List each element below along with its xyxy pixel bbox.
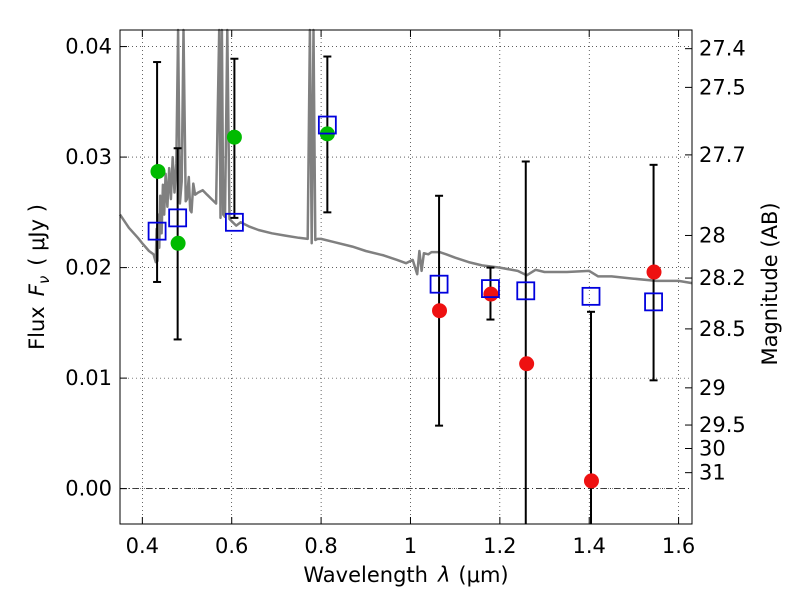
x-axis-label: Wavelength λ (μm) bbox=[303, 563, 508, 587]
flux-point-marker bbox=[519, 356, 535, 372]
grid-lines bbox=[120, 30, 692, 524]
x-tick-label: 1.4 bbox=[573, 534, 606, 558]
model-square-marker bbox=[481, 279, 500, 299]
magnitude-tick-label: 28 bbox=[699, 223, 726, 247]
y-right-axis-label: Magnitude (AB) bbox=[758, 202, 782, 365]
magnitude-tick-label: 31 bbox=[699, 461, 726, 485]
model-square-marker bbox=[644, 292, 663, 312]
model-square-marker bbox=[168, 208, 188, 228]
axis-ticks: 0.4 0.6 0.8 1 1.2 1.4 1.6 0.00 0.01 0.02 0.03 0.04 2… bbox=[65, 30, 746, 558]
x-tick-label: 0.8 bbox=[304, 534, 337, 558]
spectrum-line bbox=[118, 28, 693, 285]
data-markers bbox=[147, 115, 663, 489]
template-spectrum bbox=[118, 28, 693, 285]
x-tick-label: 1.6 bbox=[662, 534, 695, 558]
magnitude-tick-label: 27.7 bbox=[699, 143, 746, 167]
x-tick-label: 0.6 bbox=[215, 534, 248, 558]
flux-point-marker bbox=[150, 163, 166, 179]
model-square-marker bbox=[429, 274, 449, 294]
x-tick-label: 0.4 bbox=[126, 534, 159, 558]
model-square-marker bbox=[147, 221, 167, 241]
model-square-marker bbox=[516, 281, 536, 301]
magnitude-tick-label: 28.5 bbox=[699, 317, 746, 341]
x-tick-label: 1 bbox=[404, 534, 417, 558]
x-tick-label: 1.2 bbox=[483, 534, 516, 558]
flux-point-marker bbox=[170, 235, 186, 251]
y-tick-label: 0.02 bbox=[65, 256, 112, 280]
magnitude-tick-label: 27.5 bbox=[699, 75, 746, 99]
flux-point-marker bbox=[432, 303, 448, 319]
magnitude-tick-label: 29 bbox=[699, 376, 726, 400]
flux-point-marker bbox=[583, 473, 599, 489]
magnitude-tick-label: 27.4 bbox=[699, 37, 746, 61]
model-square-marker bbox=[224, 212, 244, 232]
model-square-marker bbox=[317, 115, 337, 135]
flux-point-marker bbox=[646, 264, 662, 280]
flux-point-marker bbox=[226, 129, 242, 145]
y-tick-label: 0.04 bbox=[65, 35, 112, 59]
plot-frame bbox=[119, 29, 693, 525]
flux-point-marker bbox=[483, 286, 499, 302]
y-axis-label: FluxFν( μJy ) bbox=[25, 204, 53, 350]
y-tick-label: 0.03 bbox=[65, 145, 112, 169]
magnitude-tick-label: 29.5 bbox=[699, 413, 746, 437]
magnitude-tick-label: 30 bbox=[699, 437, 726, 461]
y-tick-label: 0.00 bbox=[65, 477, 112, 501]
y-tick-label: 0.01 bbox=[65, 366, 112, 390]
magnitude-tick-label: 28.2 bbox=[699, 266, 746, 290]
model-square-marker bbox=[581, 286, 601, 306]
